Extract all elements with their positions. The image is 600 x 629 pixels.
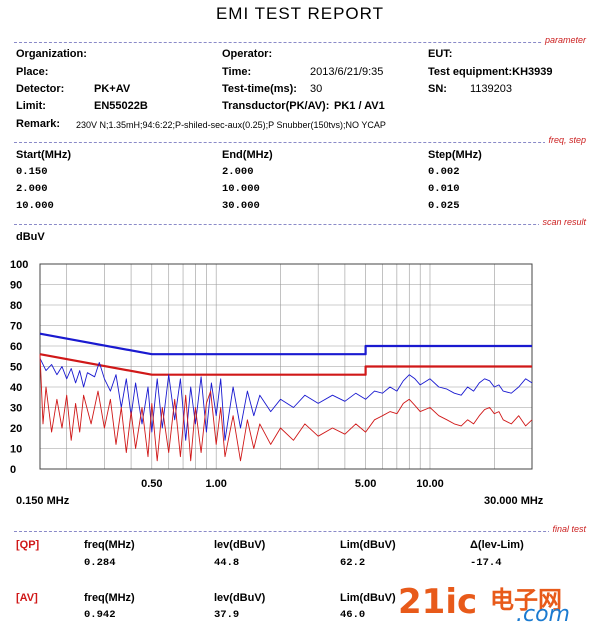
final-test-separator (14, 531, 586, 532)
chart-series (39, 332, 533, 462)
qp-lev-label: lev(dBuV) (214, 539, 266, 551)
detector-value: PK+AV (94, 83, 131, 95)
test-time-label: Test-time(ms): (222, 83, 297, 95)
freq-step-section-tag: freq, step (545, 135, 586, 145)
transducer-label: Transductor(PK/AV): (222, 100, 330, 112)
series-scan-qp (39, 358, 533, 441)
av-lim-value: 46.0 (340, 609, 366, 621)
organization-label: Organization: (16, 48, 87, 60)
freq-row-step: 0.010 (428, 183, 460, 195)
x-tick-labels: 0.50 1.00 5.00 10.00 (141, 478, 444, 490)
watermark-brand: 21ic (398, 582, 478, 622)
av-freq-value: 0.942 (84, 609, 116, 621)
freq-row-start: 2.000 (16, 183, 48, 195)
freq-row-step: 0.025 (428, 200, 460, 212)
y-tick-label: 60 (10, 341, 22, 353)
av-tag: [AV] (16, 592, 38, 604)
sn-value: 1139203 (470, 83, 513, 95)
qp-delta-value: -17.4 (470, 557, 502, 569)
y-tick-label: 20 (10, 423, 22, 435)
freq-header-start: Start(MHz) (16, 149, 71, 161)
remark-value: 230V N;1.35mH;94:6:22;P-shiled-sec-aux(0… (76, 120, 386, 130)
y-tick-label: 70 (10, 321, 22, 333)
av-freq-label: freq(MHz) (84, 592, 135, 604)
site-watermark-logo: 21ic 电子网 .com (398, 580, 594, 627)
limit-value: EN55022B (94, 100, 148, 112)
qp-lim-label: Lim(dBuV) (340, 539, 396, 551)
watermark-domain: .com (516, 602, 570, 627)
freq-row-step: 0.002 (428, 166, 460, 178)
eut-label: EUT: (428, 48, 453, 60)
test-equipment-label: Test equipment:KH3939 (428, 66, 553, 78)
parameter-section-tag: parameter (541, 35, 586, 45)
time-label: Time: (222, 66, 252, 78)
watermark-cn: 电子网 (490, 586, 562, 614)
y-tick-label: 0 (10, 464, 16, 476)
freq-header-step: Step(MHz) (428, 149, 482, 161)
freq-row-end: 10.000 (222, 183, 260, 195)
y-axis-unit-label: dBuV (16, 231, 45, 243)
series-limit-qp (39, 332, 532, 356)
x-axis-end-label: 30.000 MHz (484, 495, 544, 507)
y-tick-label: 10 (10, 444, 22, 456)
freq-row-end: 30.000 (222, 200, 260, 212)
x-tick-label: 10.00 (416, 478, 444, 490)
freq-header-end: End(MHz) (222, 149, 273, 161)
qp-tag: [QP] (16, 539, 40, 551)
av-lev-value: 37.9 (214, 609, 240, 621)
y-tick-label: 100 (10, 259, 28, 271)
scan-result-separator (14, 224, 586, 225)
emi-scan-chart: 0 10 20 30 40 50 60 70 80 90 100 0.50 1.00 5.00 10.00 (10, 259, 533, 490)
y-tick-label: 30 (10, 403, 22, 415)
freq-row-end: 2.000 (222, 166, 254, 178)
limit-label: Limit: (16, 100, 46, 112)
parameter-separator (14, 42, 586, 43)
time-value: 2013/6/21/9:35 (310, 66, 384, 78)
freq-row-start: 10.000 (16, 200, 54, 212)
qp-lev-value: 44.8 (214, 557, 240, 569)
sn-label: SN: (428, 83, 447, 95)
y-tick-label: 80 (10, 300, 22, 312)
x-tick-label: 5.00 (355, 478, 376, 490)
y-tick-label: 90 (10, 280, 22, 292)
y-tick-labels: 0 10 20 30 40 50 60 70 80 90 100 (10, 259, 28, 476)
report-title: EMI TEST REPORT (215, 4, 385, 23)
detector-label: Detector: (16, 83, 65, 95)
av-lim-label: Lim(dBuV) (340, 592, 396, 604)
qp-freq-label: freq(MHz) (84, 539, 135, 551)
transducer-value: PK1 / AV1 (334, 100, 385, 112)
qp-delta-label: Δ(lev-Lim) (470, 539, 524, 551)
remark-label: Remark: (16, 118, 61, 130)
test-time-value: 30 (310, 83, 323, 95)
freq-step-separator (14, 142, 586, 143)
operator-label: Operator: (222, 48, 273, 60)
qp-freq-value: 0.284 (84, 557, 116, 569)
y-tick-label: 50 (10, 362, 22, 374)
qp-lim-value: 62.2 (340, 557, 366, 569)
y-tick-label: 40 (10, 382, 22, 394)
x-tick-label: 1.00 (205, 478, 226, 490)
place-label: Place: (16, 66, 49, 78)
final-test-section-tag: final test (549, 524, 586, 534)
av-lev-label: lev(dBuV) (214, 592, 266, 604)
series-limit-av (39, 353, 532, 376)
x-tick-label: 0.50 (141, 478, 162, 490)
x-axis-start-label: 0.150 MHz (16, 495, 70, 507)
freq-row-start: 0.150 (16, 166, 48, 178)
scan-result-section-tag: scan result (539, 217, 586, 227)
series-scan-av (39, 354, 533, 462)
